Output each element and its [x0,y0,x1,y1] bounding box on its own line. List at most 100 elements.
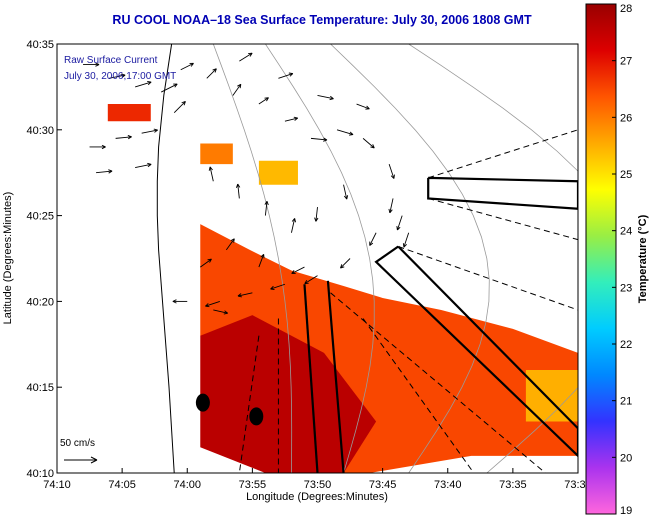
colorbar-ticks: 28 27 26 25 24 23 22 21 20 19 [612,3,632,517]
scale-arrow [64,456,98,464]
current-vector-5 [206,68,217,79]
coastline-path [156,44,175,473]
y-tick-label-2: 40:25 [26,211,54,223]
lane-0 [427,176,578,210]
colorbar-label: Temperature (°C) [637,214,649,303]
sst-patch-2 [258,160,298,185]
x-tick-label-1: 74:05 [108,479,136,491]
contour-line-2 [330,44,490,473]
lane-5 [428,197,578,241]
colorbar-tick-label-4: 24 [620,226,632,238]
current-vector-36 [356,103,370,110]
lane-2 [303,284,319,473]
x-tick-label-2: 74:00 [173,479,201,491]
lane-9 [238,335,260,473]
bathymetry-contours [212,44,578,473]
current-vector-24 [96,169,113,174]
current-vector-22 [115,134,132,140]
current-vector-3 [160,83,178,93]
colorbar-tick-label-9: 19 [620,505,632,517]
sst-patch-1 [200,143,233,165]
current-vector-0 [83,62,100,67]
current-vector-42 [402,232,410,248]
x-tick-label-5: 73:45 [369,479,397,491]
contour-line-0 [212,44,293,473]
current-vector-31 [343,184,349,200]
x-axis-ticks: 74:10 74:05 74:00 73:55 73:50 73:45 73:40 73:35… [43,468,592,491]
current-vector-29 [291,218,297,233]
current-vector-6 [232,83,242,96]
y-axis-ticks: 40:35 40:30 40:25 40:20 40:15 40:10 [26,39,62,480]
y-tick-label-1: 40:30 [26,125,54,137]
current-vector-38 [278,72,294,79]
island-0 [195,393,210,412]
current-vector-32 [225,238,235,251]
current-vector-15 [340,258,351,269]
colorbar-tick-label-0: 28 [620,3,632,15]
colorbar-tick-label-6: 22 [620,339,632,351]
y-tick-label-0: 40:35 [26,39,54,51]
x-tick-label-8: 73:30 [564,479,592,491]
current-vector-27 [235,183,241,199]
current-vector-19 [205,300,220,308]
lane-7 [330,292,546,473]
x-tick-label-6: 73:40 [434,479,462,491]
current-vector-11 [362,138,375,149]
current-vector-21 [89,144,106,150]
current-vector-4 [180,62,194,71]
colorbar [585,3,617,515]
contour-line-3 [408,44,578,473]
current-vector-16 [304,275,318,285]
current-vector-23 [141,128,158,134]
legend-current-time: July 30, 2006,17:00 GMT [64,71,176,82]
current-vector-43 [291,266,305,274]
current-vector-26 [208,166,214,182]
current-vector-10 [336,129,354,136]
x-tick-label-3: 73:55 [239,479,267,491]
current-vector-33 [200,258,212,268]
current-vector-34 [258,253,265,268]
x-tick-label-4: 73:50 [304,479,332,491]
colorbar-tick-label-8: 20 [620,452,632,464]
lane-6 [398,246,578,311]
current-vector-20 [172,299,188,304]
lane-3 [326,280,345,473]
current-vector-35 [213,309,228,315]
lane-1 [374,245,578,458]
shipping-lanes [238,129,578,473]
current-vector-41 [396,215,403,231]
x-tick-label-7: 73:35 [499,479,527,491]
y-tick-label-4: 40:15 [26,382,54,394]
sst-patch-4 [200,315,377,473]
lane-10 [362,318,475,473]
current-vector-17 [270,283,286,290]
colorbar-tick-label-2: 26 [620,112,632,124]
current-vector-30 [314,206,319,222]
current-vector-12 [388,163,395,179]
current-vector-7 [258,97,269,105]
x-tick-label-0: 74:10 [43,479,71,491]
y-tick-label-3: 40:20 [26,296,54,308]
island-1 [249,407,264,426]
contour-line-1 [265,44,375,473]
legend-current-label: Raw Surface Current [64,55,158,66]
sst-patch-5 [525,370,578,422]
y-axis-label: Latitude (Degrees:Minutes) [2,192,14,325]
current-vector-8 [284,116,299,122]
sst-layer [107,104,578,473]
current-vector-37 [317,95,334,101]
current-vector-14 [369,232,377,246]
islands [195,393,264,426]
colorbar-tick-label-5: 23 [620,282,632,294]
colorbar-tick-label-7: 21 [620,396,632,408]
current-vector-40 [173,101,186,113]
y-tick-label-5: 40:10 [26,468,54,480]
sst-patch-0 [107,104,151,122]
current-vector-18 [237,292,253,298]
colorbar-tick-label-1: 27 [620,56,632,68]
current-vector-39 [239,52,253,62]
coastline [156,44,175,473]
colorbar-tick-label-3: 25 [620,169,632,181]
current-vectors [83,52,410,315]
